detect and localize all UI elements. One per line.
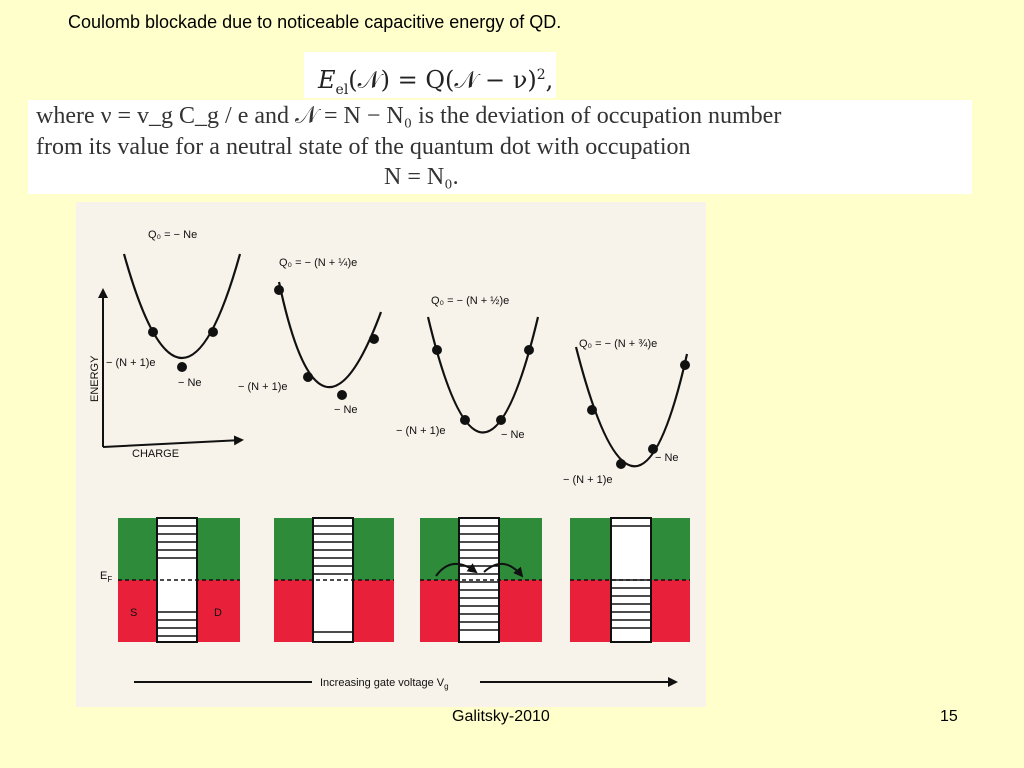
tunneling-arrow-in <box>435 563 478 577</box>
charge-state-dot <box>524 345 534 355</box>
energy-parabola-3 <box>426 316 540 434</box>
charge-state-dot <box>680 360 690 370</box>
panel-3-q-label: Q₀ = − (N + ½)e <box>431 295 509 307</box>
page-number: 15 <box>940 708 958 725</box>
drain-label: D <box>214 607 222 619</box>
panel-1-q-label: Q₀ = − Ne <box>148 229 197 241</box>
charge-state-dot <box>648 444 658 454</box>
footer-author: Galitsky-2010 <box>452 708 550 725</box>
fermi-label: EF <box>100 570 112 584</box>
definition-line-2: from its value for a neutral state of th… <box>36 134 691 160</box>
panel-3-right-label: − Ne <box>501 429 525 441</box>
charge-state-dot <box>587 405 597 415</box>
slide-title: Coulomb blockade due to noticeable capac… <box>68 12 562 32</box>
formula-rhs: = Q(𝒩 − ν) <box>390 66 537 94</box>
charge-state-dot <box>208 327 218 337</box>
formula-lhs-sub: el <box>335 81 349 98</box>
panel-4-right-label: − Ne <box>655 452 679 464</box>
charge-state-dot <box>460 415 470 425</box>
formula-lhs-symbol: E <box>318 66 336 94</box>
charge-state-dot <box>303 372 313 382</box>
panel-3-left-label: − (N + 1)e <box>396 425 446 437</box>
panel-1-right-label: − Ne <box>178 377 202 389</box>
panel-2-q-label: Q₀ = − (N + ¼)e <box>279 257 357 269</box>
energy-formula: Eel(𝒩) = Q(𝒩 − ν)2, <box>304 52 556 98</box>
figure-svg: ENERGY CHARGE Q₀ = − Ne − (N + 1)e − Ne … <box>89 229 690 691</box>
coulomb-blockade-figure: ENERGY CHARGE Q₀ = − Ne − (N + 1)e − Ne … <box>76 202 706 707</box>
band-diagrams <box>118 517 690 643</box>
energy-axis-label: ENERGY <box>89 355 101 402</box>
energy-parabola-2 <box>277 281 383 389</box>
panel-1-left-label: − (N + 1)e <box>106 357 156 369</box>
source-label: S <box>130 607 137 619</box>
formula-exponent: 2 <box>536 67 546 83</box>
formula-tail: , <box>545 66 554 94</box>
panel-4-left-label: − (N + 1)e <box>563 474 613 486</box>
charge-state-dot <box>369 334 379 344</box>
charge-state-dot <box>148 327 158 337</box>
charge-state-dot <box>616 459 626 469</box>
charge-axis <box>102 435 244 448</box>
charge-state-dot <box>432 345 442 355</box>
charge-state-dot <box>496 415 506 425</box>
charge-state-dot <box>274 285 284 295</box>
energy-parabola-4 <box>574 346 689 468</box>
definition-line-1: where ν = v_g C_g / e and 𝒩 = N − N₀ is … <box>36 103 782 129</box>
panel-4-q-label: Q₀ = − (N + ¾)e <box>579 338 657 350</box>
panel-2-left-label: − (N + 1)e <box>238 381 288 393</box>
panel-2-right-label: − Ne <box>334 404 358 416</box>
definition-line-3: N = N₀. <box>384 164 459 190</box>
formula-lhs-arg: (𝒩) <box>348 66 391 94</box>
charge-state-dot <box>177 362 187 372</box>
energy-parabola-1 <box>122 253 242 359</box>
definition-text: where ν = v_g C_g / e and 𝒩 = N − N₀ is … <box>28 100 972 194</box>
tunneling-arrow-out <box>483 563 524 578</box>
charge-state-dot <box>337 390 347 400</box>
gate-voltage-label: Increasing gate voltage Vg <box>320 677 449 691</box>
charge-axis-label: CHARGE <box>132 448 179 460</box>
